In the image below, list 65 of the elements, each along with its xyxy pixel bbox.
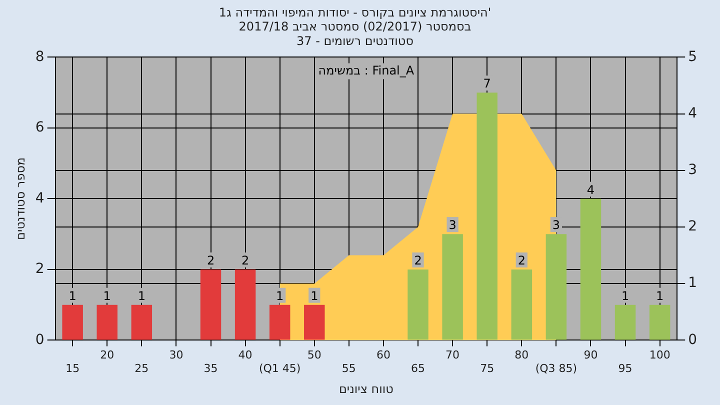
annotation: במשימה : Final_A bbox=[318, 63, 415, 78]
data-label: 2 bbox=[518, 254, 526, 268]
x-tick-label: 60 bbox=[376, 348, 390, 362]
chart-title: היסטוגרמת ציונים בקורס - יסודות המיפוי והמדידה ג1' bbox=[218, 5, 492, 20]
data-label: 3 bbox=[448, 218, 456, 232]
bar bbox=[304, 304, 325, 340]
y-tick-label: 0 bbox=[35, 332, 44, 348]
data-label: 2 bbox=[241, 254, 250, 268]
bar bbox=[131, 304, 152, 340]
x-tick-label: 35 bbox=[204, 362, 218, 375]
bar bbox=[580, 198, 602, 340]
bar bbox=[476, 92, 498, 340]
y2-tick-label: 4 bbox=[688, 105, 698, 122]
data-label: 1 bbox=[103, 288, 111, 303]
y2-tick-label: 2 bbox=[688, 218, 698, 235]
x-tick-label: 95 bbox=[618, 362, 632, 375]
data-label: 1 bbox=[276, 288, 284, 303]
data-label: 3 bbox=[552, 218, 560, 232]
bar bbox=[269, 304, 290, 340]
x-tick-label: 30 bbox=[169, 348, 184, 362]
y2-tick-label: 0 bbox=[688, 332, 698, 348]
data-label: 2 bbox=[414, 254, 422, 268]
bar bbox=[546, 234, 567, 340]
data-label: 1 bbox=[310, 288, 318, 303]
y2-tick-label: 5 bbox=[688, 48, 698, 65]
x-tick-label: 80 bbox=[514, 348, 529, 362]
y2-tick-label: 3 bbox=[688, 162, 698, 178]
data-label: 1 bbox=[656, 288, 664, 303]
text: סטודנטים רשומים - 37 bbox=[296, 34, 414, 48]
data-label: 1 bbox=[68, 288, 76, 303]
x-tick-label: 40 bbox=[238, 348, 252, 362]
text: בסמסטר (02/2017) סמסטר אביב 2017/18 bbox=[238, 20, 472, 34]
bar bbox=[649, 304, 670, 340]
y-axis-title: מספר סטודנטים bbox=[13, 157, 28, 240]
x-tick-label: (Q1 45) bbox=[258, 362, 301, 375]
bar bbox=[62, 304, 83, 340]
x-tick-label: 100 bbox=[649, 348, 670, 362]
x-tick-label: 15 bbox=[66, 362, 80, 375]
bar bbox=[96, 304, 118, 340]
x-axis-title: טווח ציונים bbox=[338, 382, 394, 396]
data-label: 2 bbox=[206, 254, 215, 268]
y2-tick-label: 1 bbox=[688, 275, 698, 292]
data-label: 1 bbox=[621, 288, 630, 303]
x-tick-label: 55 bbox=[342, 362, 356, 375]
bar bbox=[511, 269, 532, 340]
bar bbox=[614, 304, 636, 340]
data-label: 7 bbox=[483, 76, 491, 91]
x-tick-label: 20 bbox=[100, 348, 114, 362]
bar bbox=[442, 234, 463, 340]
bar bbox=[408, 269, 428, 340]
bar bbox=[200, 269, 222, 340]
y-tick-label: 8 bbox=[35, 48, 44, 65]
x-tick-label: 90 bbox=[584, 348, 598, 362]
y-tick-label: 6 bbox=[35, 120, 44, 136]
y-tick-label: 2 bbox=[35, 261, 44, 278]
x-tick-label: 65 bbox=[411, 362, 426, 375]
x-tick-label: 70 bbox=[446, 348, 460, 362]
x-tick-label: 25 bbox=[134, 362, 149, 375]
x-tick-label: (Q3 85) bbox=[535, 362, 578, 375]
x-tick-label: 50 bbox=[307, 348, 322, 362]
bar bbox=[234, 269, 256, 340]
x-tick-label: 75 bbox=[480, 362, 494, 375]
y-tick-label: 4 bbox=[35, 190, 44, 206]
data-label: 4 bbox=[586, 182, 595, 197]
data-label: 1 bbox=[138, 288, 146, 303]
